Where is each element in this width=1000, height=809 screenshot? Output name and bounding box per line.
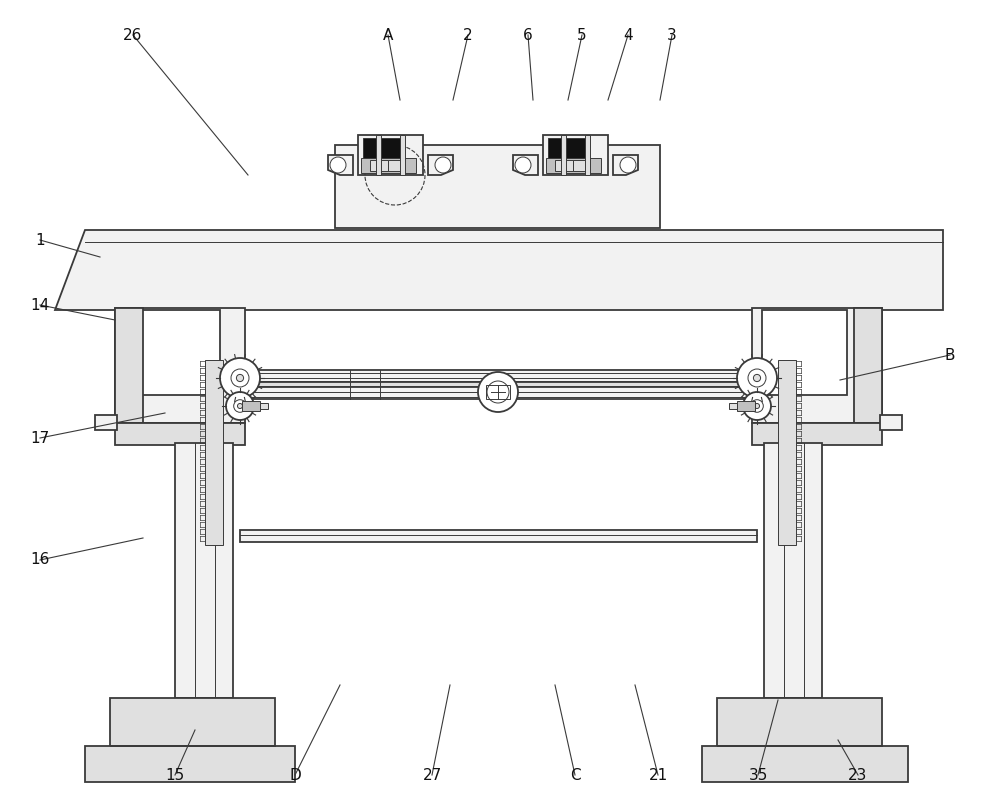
Bar bbox=[240, 370, 757, 382]
Bar bbox=[717, 698, 882, 746]
Bar bbox=[486, 385, 510, 399]
Bar bbox=[585, 135, 590, 175]
Bar bbox=[335, 145, 660, 228]
Circle shape bbox=[236, 375, 244, 382]
Text: D: D bbox=[289, 768, 301, 782]
Circle shape bbox=[737, 358, 777, 398]
Bar bbox=[548, 138, 588, 160]
Text: 6: 6 bbox=[523, 28, 533, 43]
Circle shape bbox=[487, 381, 509, 403]
Polygon shape bbox=[428, 155, 453, 175]
Polygon shape bbox=[85, 746, 295, 782]
Bar bbox=[363, 138, 403, 160]
Text: 2: 2 bbox=[463, 28, 473, 43]
Bar bbox=[361, 158, 416, 173]
Text: 27: 27 bbox=[422, 768, 442, 782]
Text: B: B bbox=[945, 348, 955, 362]
Circle shape bbox=[620, 157, 636, 173]
Circle shape bbox=[753, 375, 761, 382]
Bar bbox=[260, 403, 268, 409]
Text: A: A bbox=[383, 28, 393, 43]
Circle shape bbox=[478, 372, 518, 412]
Bar bbox=[762, 310, 847, 395]
Bar bbox=[880, 415, 902, 430]
Circle shape bbox=[231, 369, 249, 387]
Circle shape bbox=[237, 404, 243, 409]
Text: C: C bbox=[570, 768, 580, 782]
Polygon shape bbox=[513, 155, 538, 175]
Circle shape bbox=[751, 400, 763, 413]
Polygon shape bbox=[613, 155, 638, 175]
Bar bbox=[376, 135, 381, 175]
Bar bbox=[388, 160, 402, 171]
Bar bbox=[205, 360, 223, 545]
Polygon shape bbox=[702, 746, 908, 782]
Text: 23: 23 bbox=[848, 768, 868, 782]
Bar bbox=[115, 308, 143, 423]
Circle shape bbox=[748, 369, 766, 387]
Circle shape bbox=[743, 392, 771, 420]
Text: 1: 1 bbox=[35, 232, 45, 248]
Bar bbox=[115, 423, 245, 445]
Circle shape bbox=[226, 392, 254, 420]
Circle shape bbox=[234, 400, 246, 413]
Bar bbox=[737, 401, 755, 411]
Circle shape bbox=[435, 157, 451, 173]
Bar bbox=[240, 382, 757, 387]
Text: 35: 35 bbox=[748, 768, 768, 782]
Bar bbox=[175, 443, 233, 698]
Polygon shape bbox=[55, 230, 943, 310]
Bar bbox=[573, 160, 587, 171]
Bar bbox=[135, 310, 220, 395]
Bar bbox=[95, 415, 117, 430]
Bar bbox=[854, 308, 882, 423]
Bar bbox=[358, 135, 423, 175]
Text: 4: 4 bbox=[623, 28, 633, 43]
Text: 3: 3 bbox=[667, 28, 677, 43]
Text: 26: 26 bbox=[123, 28, 143, 43]
Polygon shape bbox=[328, 155, 353, 175]
Bar bbox=[370, 160, 388, 171]
Circle shape bbox=[220, 358, 260, 398]
Bar bbox=[764, 443, 822, 698]
Circle shape bbox=[754, 404, 760, 409]
Circle shape bbox=[330, 157, 346, 173]
Bar bbox=[555, 160, 573, 171]
Circle shape bbox=[515, 157, 531, 173]
Bar bbox=[561, 135, 566, 175]
Bar bbox=[115, 308, 245, 423]
Bar bbox=[242, 401, 260, 411]
Bar bbox=[543, 135, 608, 175]
Bar bbox=[240, 530, 757, 542]
Bar bbox=[729, 403, 737, 409]
Bar bbox=[240, 387, 757, 399]
Bar bbox=[110, 698, 275, 746]
Text: 21: 21 bbox=[648, 768, 668, 782]
Text: 17: 17 bbox=[30, 430, 50, 446]
Text: 14: 14 bbox=[30, 298, 50, 312]
Bar bbox=[752, 423, 882, 445]
Text: 16: 16 bbox=[30, 553, 50, 567]
Bar bbox=[778, 360, 796, 545]
Text: 5: 5 bbox=[577, 28, 587, 43]
Bar bbox=[400, 135, 405, 175]
Bar bbox=[752, 308, 882, 423]
Text: 15: 15 bbox=[165, 768, 185, 782]
Bar bbox=[546, 158, 601, 173]
